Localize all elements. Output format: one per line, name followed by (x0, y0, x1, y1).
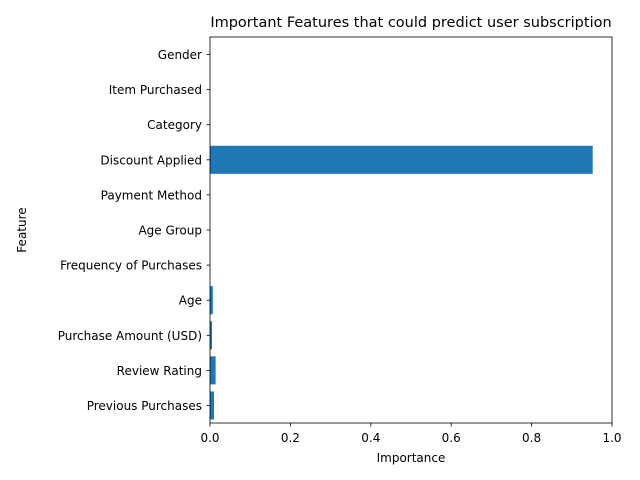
y-tick-label: Discount Applied (100, 153, 202, 167)
x-tick-label: 0.8 (522, 431, 541, 445)
x-tick-label: 0.2 (281, 431, 300, 445)
y-tick-label: Frequency of Purchases (60, 259, 202, 273)
y-tick-label: Age Group (138, 224, 202, 238)
bar-age (210, 286, 213, 315)
y-tick-label: Gender (158, 48, 202, 62)
y-axis-label: Feature (15, 207, 29, 252)
x-axis-label: Importance (377, 451, 446, 465)
bar-review-rating (210, 356, 216, 385)
bar-purchase-amount-usd (210, 321, 213, 350)
x-tick-label: 0.6 (442, 431, 461, 445)
chart-title: Important Features that could predict us… (210, 15, 611, 31)
y-tick-label: Review Rating (117, 364, 202, 378)
y-tick-label: Previous Purchases (87, 399, 202, 413)
bar-previous-purchases (210, 391, 215, 420)
x-tick-label: 0.4 (361, 431, 380, 445)
bar-discount-applied (210, 145, 593, 174)
bars-group (210, 145, 593, 420)
x-axis-ticks: 0.0 0.2 0.4 0.6 0.8 1.0 (200, 423, 622, 445)
x-tick-label: 1.0 (602, 431, 621, 445)
y-tick-label: Payment Method (101, 188, 202, 202)
y-tick-label: Age (179, 294, 202, 308)
y-tick-label: Category (147, 118, 202, 132)
y-tick-label: Item Purchased (109, 83, 202, 97)
x-tick-label: 0.0 (200, 431, 219, 445)
y-axis-ticks: Gender Item Purchased Category Discount App… (58, 48, 210, 413)
y-tick-label: Purchase Amount (USD) (58, 329, 202, 343)
plot-frame (209, 36, 613, 424)
